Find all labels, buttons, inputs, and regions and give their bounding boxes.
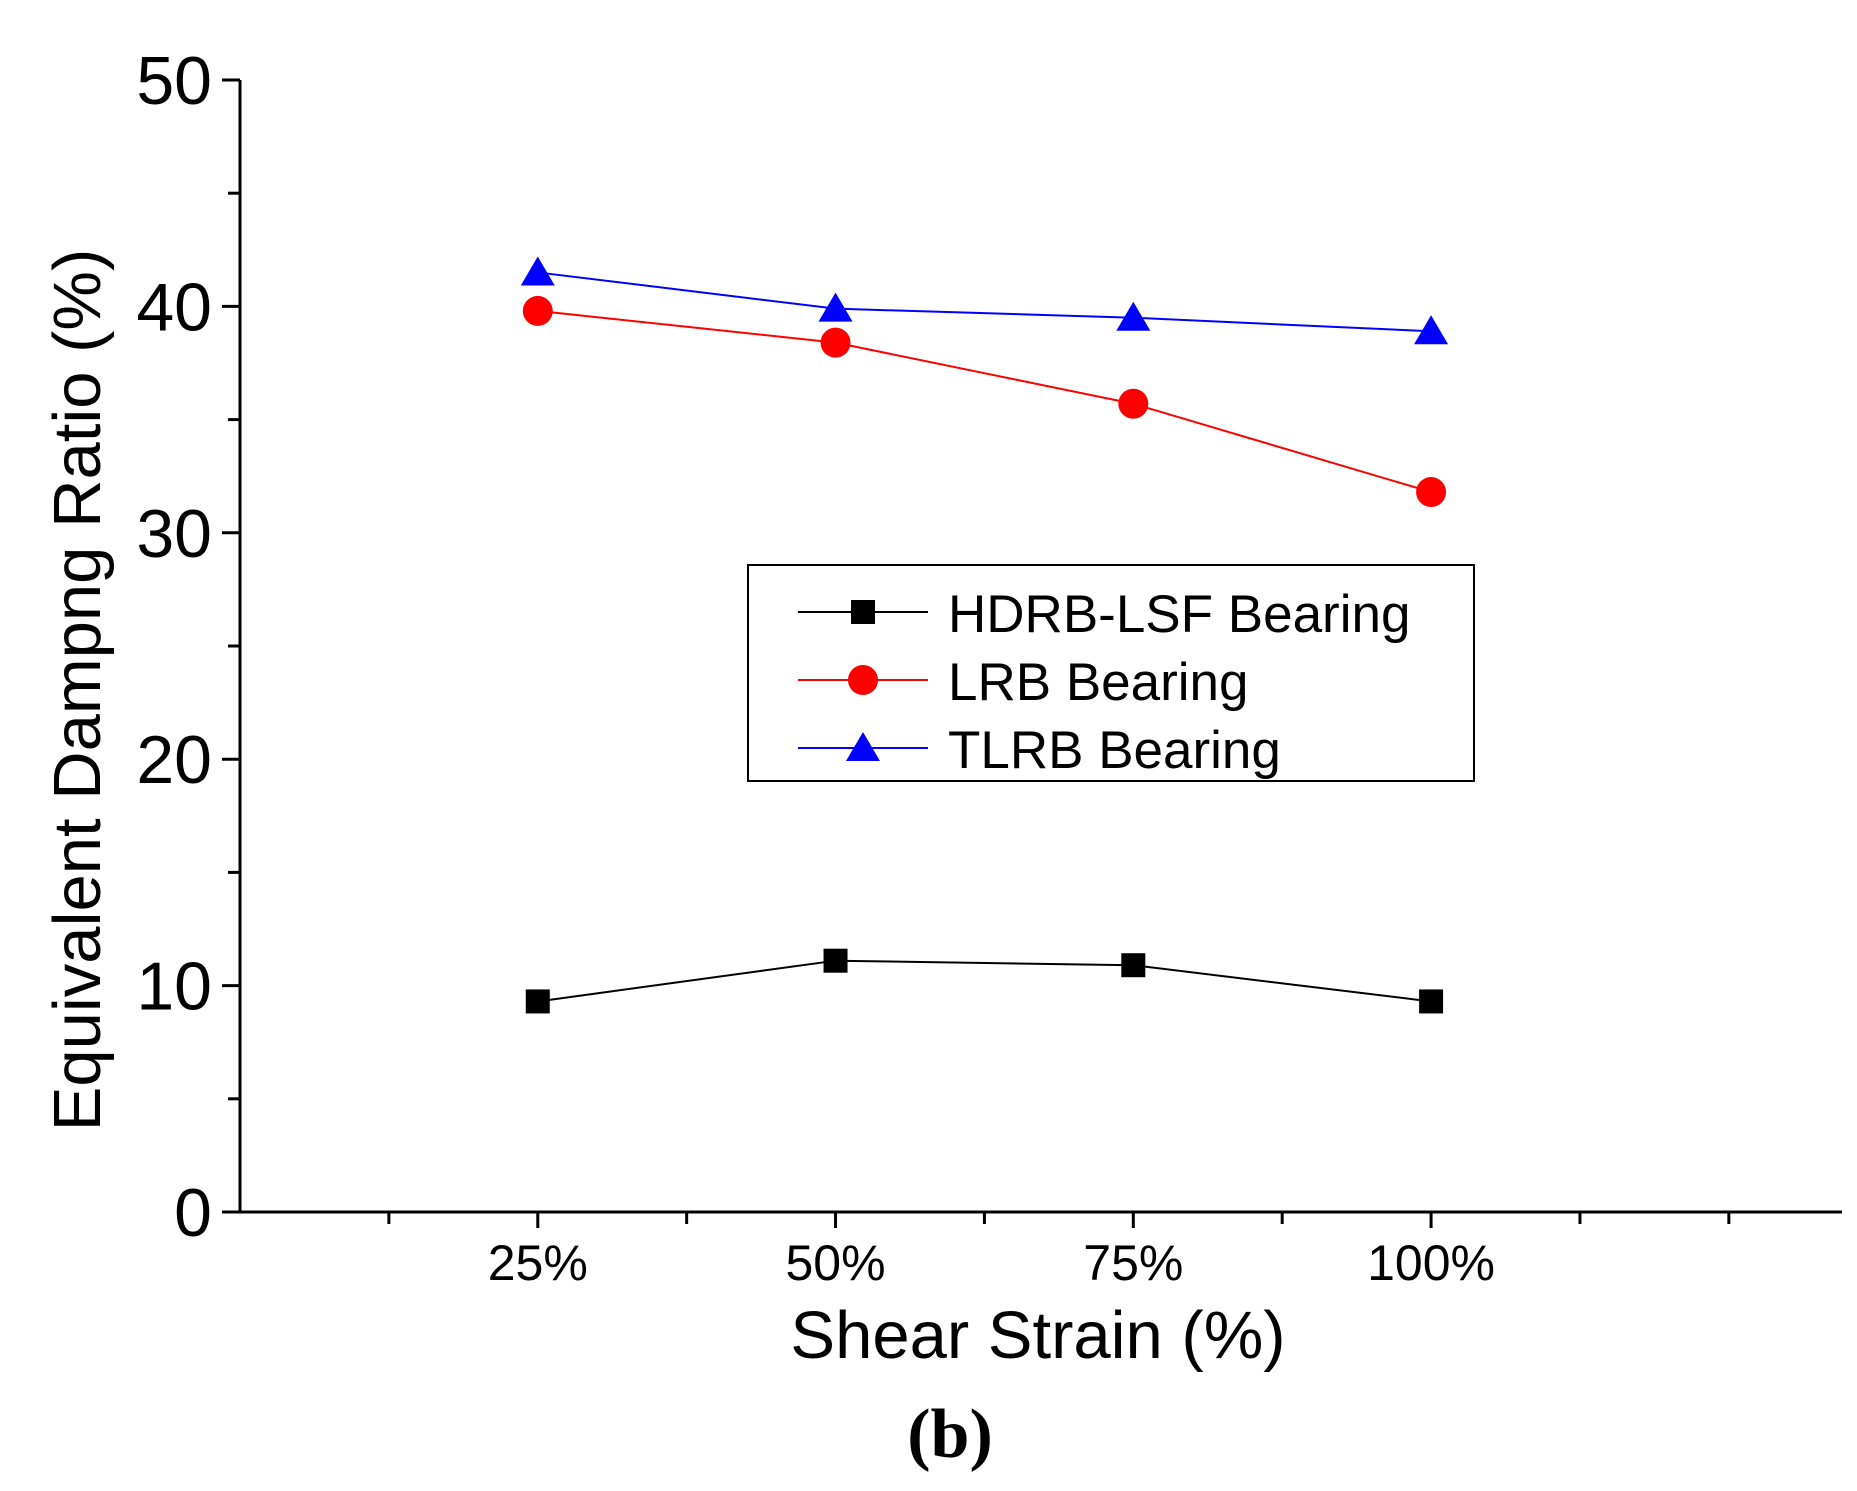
legend-item-lrb-bearing: LRB Bearing [798, 653, 1249, 712]
legend-label-hdrb-lsf-bearing: HDRB-LSF Bearing [948, 585, 1410, 644]
legend-item-hdrb-lsf-bearing: HDRB-LSF Bearing [798, 585, 1410, 644]
legend-label-lrb-bearing: LRB Bearing [948, 653, 1249, 712]
y-tick-label: 10 [136, 949, 212, 1025]
data-point-tlrb-bearing [1414, 315, 1449, 345]
data-point-hdrb-lsf-bearing [1419, 989, 1444, 1014]
legend-marker-hdrb-lsf-bearing [851, 600, 875, 624]
data-point-hdrb-lsf-bearing [823, 948, 848, 973]
data-point-lrb-bearing [1416, 477, 1447, 508]
axes [222, 78, 1842, 1228]
y-tick-labels: 0 10 20 30 40 50 [136, 43, 212, 1251]
series-hdrb-lsf-bearing [525, 948, 1444, 1014]
series-line-tlrb-bearing [537, 271, 1432, 333]
y-tick-label: 40 [136, 269, 212, 345]
data-point-hdrb-lsf-bearing [525, 989, 550, 1014]
x-tick-labels: 25% 50% 75% 100% [488, 1235, 1495, 1291]
series-layer [520, 256, 1449, 1014]
panel-label: (b) [907, 1396, 993, 1473]
y-tick-label: 50 [136, 43, 212, 119]
series-line-hdrb-lsf-bearing [537, 959, 1432, 1003]
x-tick-label: 75% [1083, 1235, 1183, 1291]
x-tick-label: 25% [488, 1235, 588, 1291]
legend-marker-lrb-bearing [848, 665, 878, 695]
data-point-tlrb-bearing [1116, 301, 1151, 331]
data-point-lrb-bearing [820, 327, 851, 358]
legend-label-tlrb-bearing: TLRB Bearing [948, 721, 1281, 780]
x-axis-title: Shear Strain (%) [790, 1298, 1285, 1373]
legend-item-tlrb-bearing: TLRB Bearing [798, 721, 1281, 780]
y-tick-label: 20 [136, 722, 212, 798]
series-tlrb-bearing [520, 256, 1449, 345]
y-tick-label: 0 [174, 1175, 212, 1251]
data-point-hdrb-lsf-bearing [1121, 953, 1146, 978]
series-lrb-bearing [522, 295, 1447, 508]
series-line-lrb-bearing [537, 309, 1432, 494]
y-axis-title: Equivalent Dampng Ratio (%) [40, 249, 115, 1132]
data-point-lrb-bearing [522, 295, 553, 326]
legend: HDRB-LSF Bearing LRB Bearing TLRB Bearing [747, 564, 1475, 782]
data-point-tlrb-bearing [520, 256, 555, 286]
data-point-lrb-bearing [1118, 388, 1149, 419]
x-tick-label: 50% [786, 1235, 886, 1291]
y-tick-label: 30 [136, 496, 212, 572]
data-point-tlrb-bearing [818, 292, 853, 322]
legend-marker-tlrb-bearing [846, 732, 880, 761]
x-tick-label: 100% [1367, 1235, 1495, 1291]
